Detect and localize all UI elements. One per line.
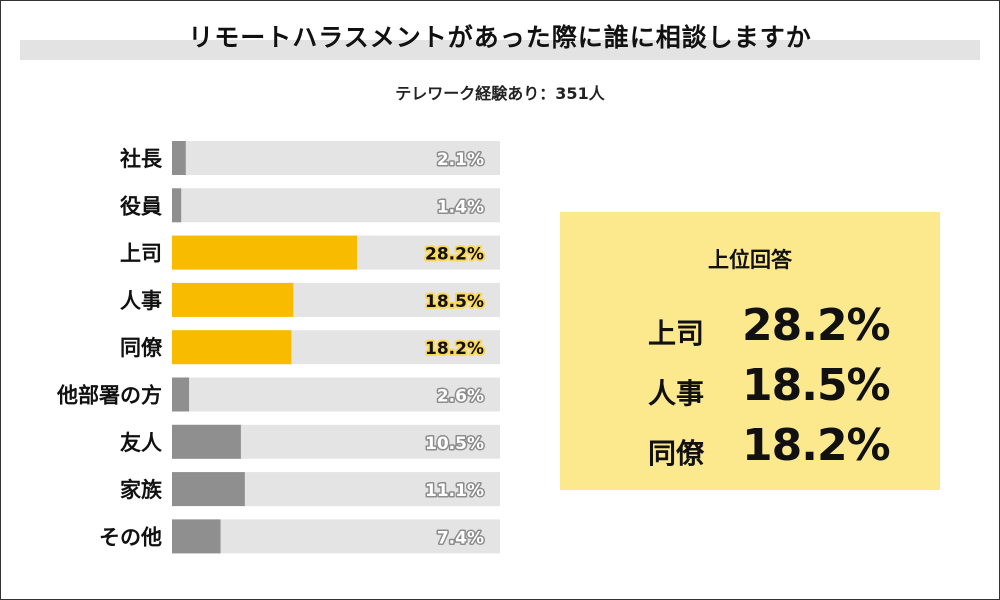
bar-track <box>172 519 500 554</box>
panel-row-value: 18.5% <box>742 360 891 411</box>
title-band <box>20 40 980 60</box>
bar <box>172 282 294 317</box>
value-label: 11.1% <box>425 481 484 501</box>
category-label: 他部署の方 <box>56 384 162 408</box>
category-label: 社長 <box>119 147 163 171</box>
category-label: 役員 <box>120 194 162 218</box>
chart-title: リモートハラスメントがあった際に誰に相談しますか <box>188 23 812 52</box>
bar-track <box>172 377 500 412</box>
panel-title: 上位回答 <box>708 248 792 272</box>
category-label: 同僚 <box>120 336 163 360</box>
panel-row: 同僚 18.2% <box>560 420 940 480</box>
bar <box>172 377 190 412</box>
category-label: 友人 <box>120 431 162 455</box>
panel-row-label: 上司 <box>648 317 705 350</box>
panel-row-value: 28.2% <box>742 300 891 351</box>
panel-row: 上司 28.2% <box>560 300 940 360</box>
bar <box>172 141 186 175</box>
chart-subtitle: テレワーク経験あり：351人 <box>395 84 605 103</box>
bar-track <box>172 141 500 175</box>
panel-row-label: 同僚 <box>648 437 705 470</box>
value-label: 1.4% <box>437 197 484 217</box>
bar <box>172 472 245 507</box>
value-label: 28.2% <box>425 245 484 265</box>
panel-row: 人事 18.5% <box>560 360 940 420</box>
bar <box>172 235 357 270</box>
top-answers-panel: 上位回答 上司 28.2% 人事 18.5% 同僚 18.2% <box>560 212 940 490</box>
category-label: 人事 <box>120 289 162 313</box>
value-label: 2.6% <box>437 387 484 407</box>
panel-row-value: 18.2% <box>742 420 891 471</box>
value-label: 10.5% <box>425 434 484 454</box>
value-label: 18.5% <box>425 292 484 312</box>
value-label: 18.2% <box>425 339 484 359</box>
bar <box>172 330 292 365</box>
category-label: その他 <box>99 525 162 549</box>
panel-row-label: 人事 <box>648 377 705 410</box>
category-label: 家族 <box>120 478 163 502</box>
bar-track <box>172 188 500 223</box>
bar <box>172 519 221 554</box>
value-label: 2.1% <box>437 150 484 170</box>
category-label: 上司 <box>120 242 162 266</box>
value-label: 7.4% <box>437 528 484 548</box>
bar <box>172 424 241 459</box>
bar <box>172 188 182 223</box>
